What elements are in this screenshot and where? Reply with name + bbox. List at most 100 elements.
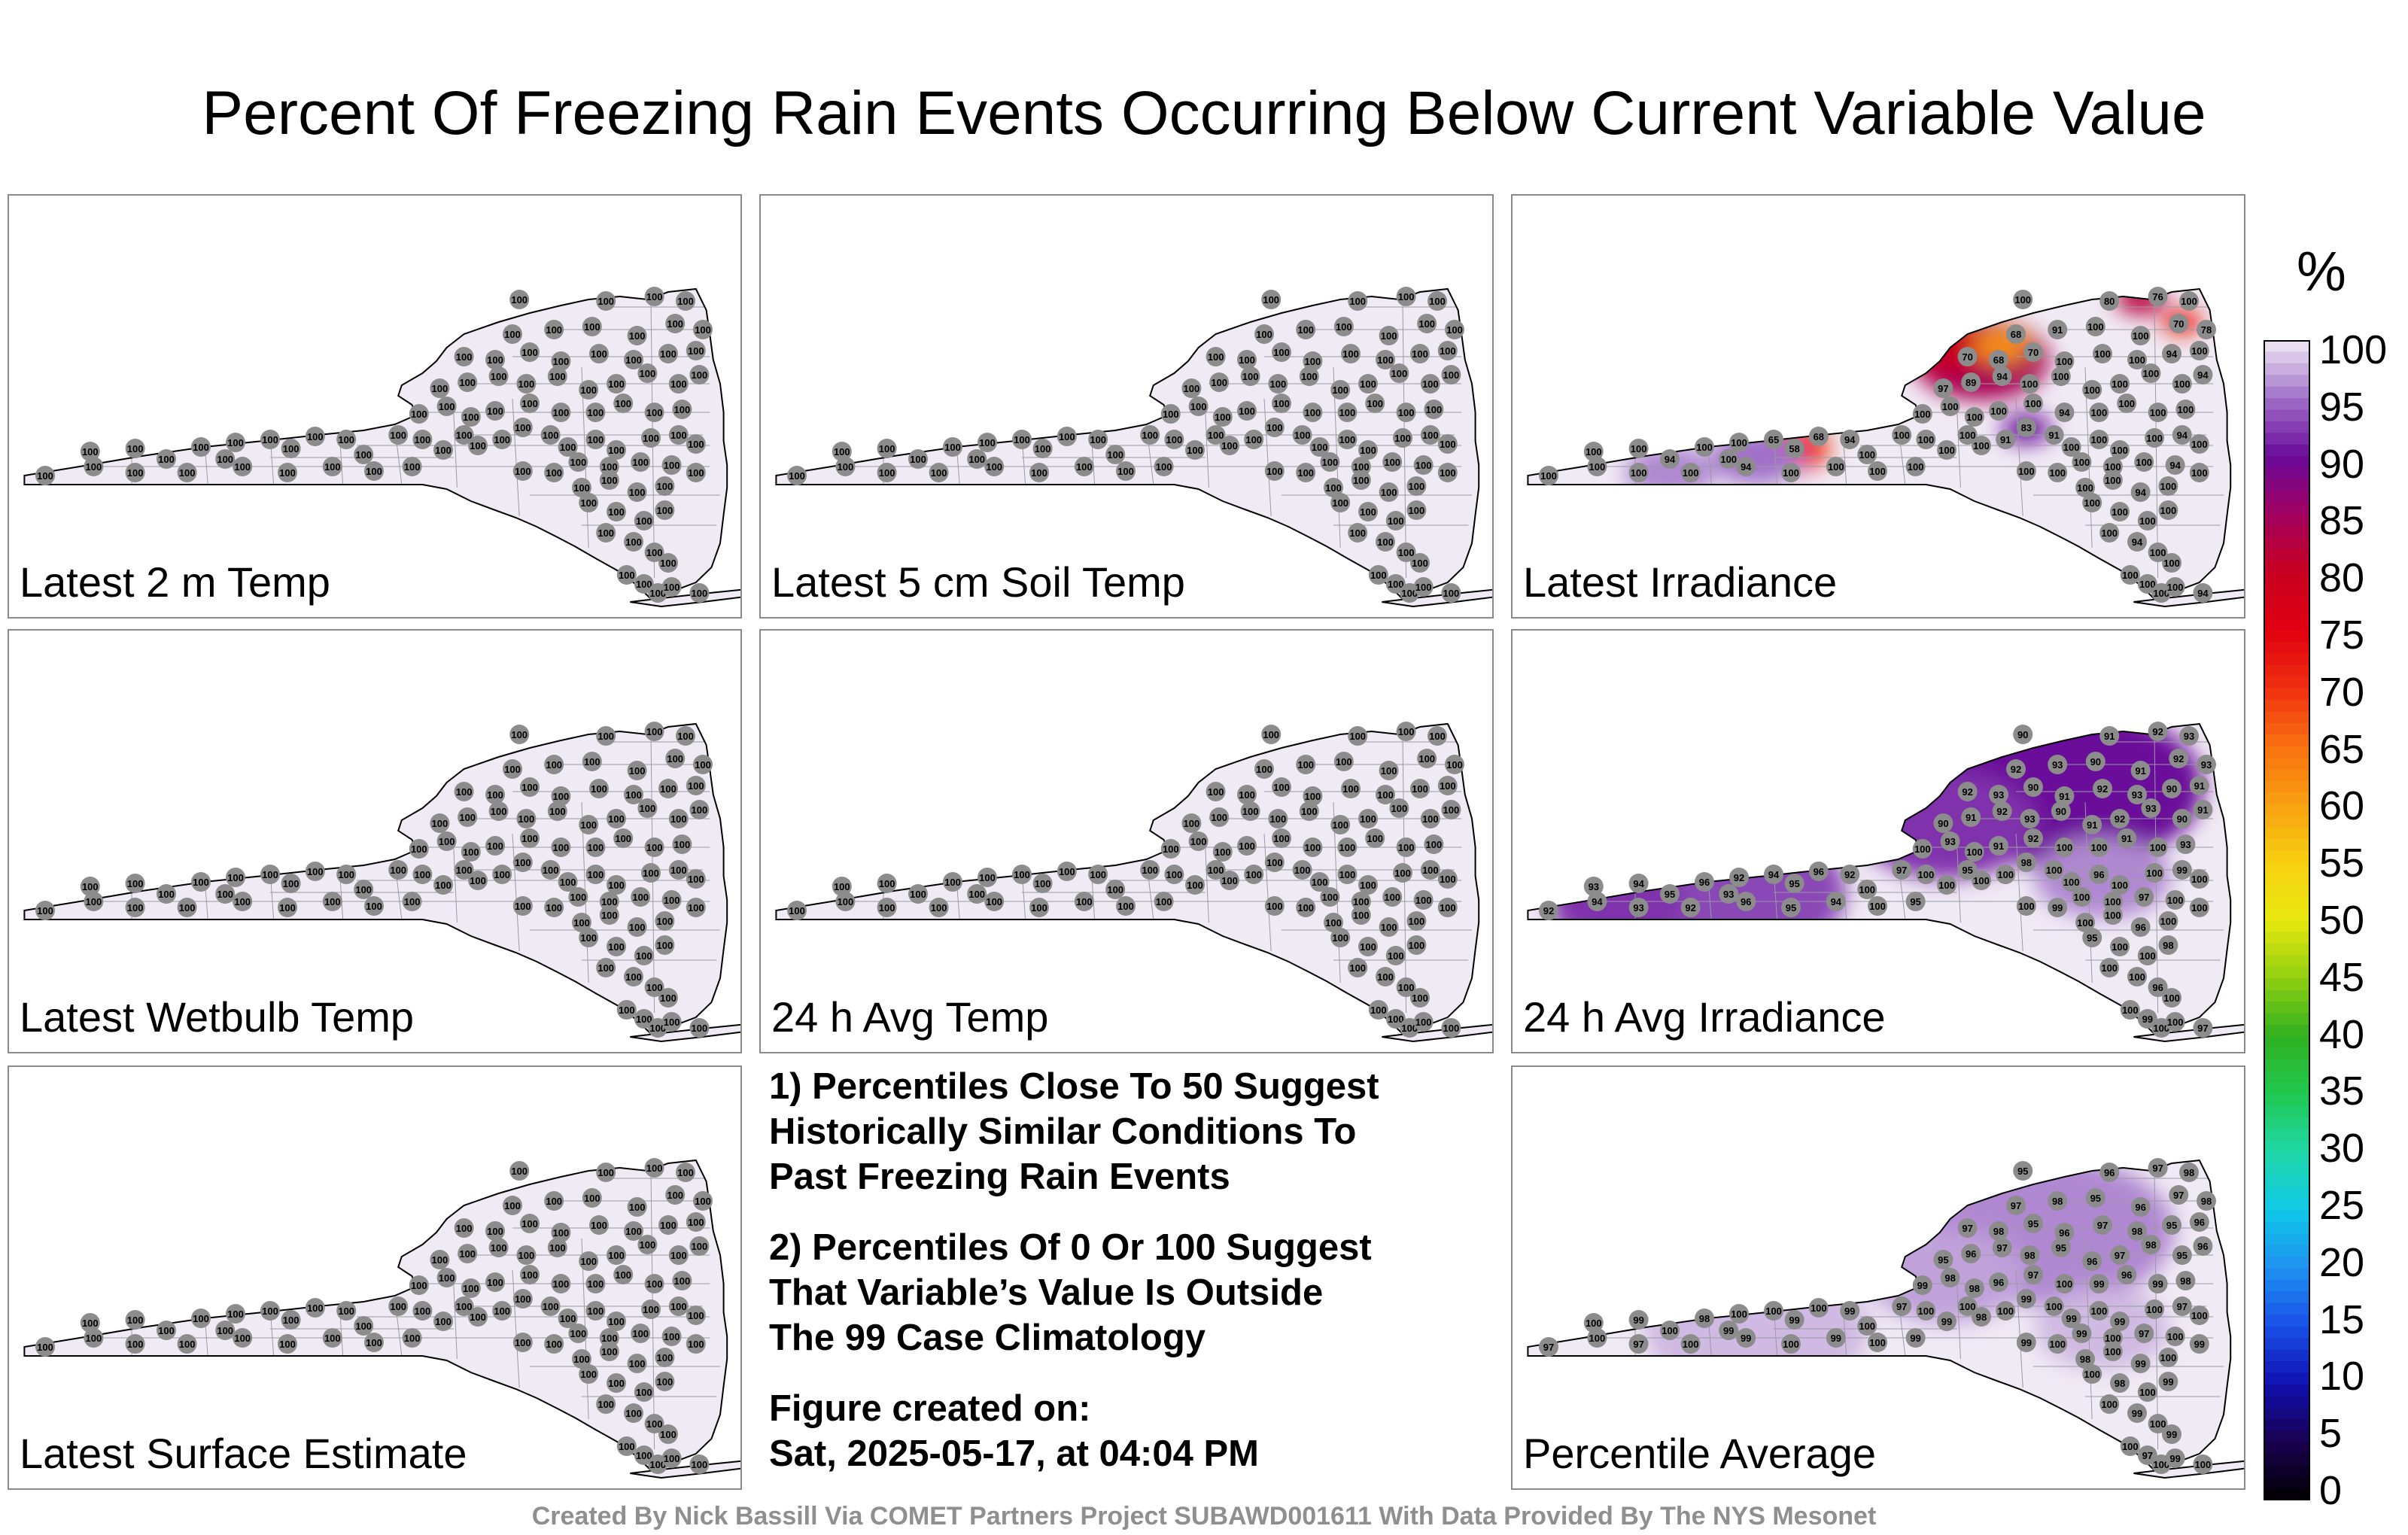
panel-label: 24 h Avg Temp [771, 993, 1049, 1041]
station-value-label: 93 [1633, 902, 1643, 913]
station-value-label: 70 [1962, 351, 1972, 363]
station-value-label: 100 [608, 378, 625, 390]
station-value-label: 100 [1190, 836, 1207, 847]
station-value-label: 97 [2115, 1250, 2125, 1261]
station-value-label: 100 [82, 446, 99, 457]
station-marker [877, 463, 897, 482]
station-marker [1140, 425, 1160, 445]
station-marker [1351, 457, 1371, 476]
station-marker [658, 1424, 678, 1444]
station-value-label: 100 [1245, 434, 1262, 445]
station-marker [2054, 403, 2075, 422]
station-value-label: 100 [1349, 527, 1366, 539]
station-marker [967, 884, 987, 904]
station-marker [1719, 884, 1739, 904]
station-value-label: 100 [1339, 869, 1356, 880]
station-value-label: 100 [338, 869, 354, 880]
station-marker [585, 837, 606, 857]
station-value-label: 100 [1720, 454, 1737, 465]
station-value-label: 100 [1443, 588, 1460, 599]
station-marker [1240, 366, 1260, 386]
station-marker [544, 320, 564, 339]
station-marker [1933, 813, 1953, 833]
colorbar-tick-label: 90 [2319, 441, 2365, 487]
station-value-label: 100 [664, 1453, 680, 1464]
station-value-label: 91 [2121, 833, 2132, 844]
station-marker [1719, 1321, 1739, 1340]
station-value-label: 100 [692, 1241, 708, 1252]
station-marker [2145, 1299, 2164, 1319]
station-value-label: 100 [1443, 369, 1460, 381]
station-value-label: 100 [1869, 1337, 1886, 1348]
station-value-label: 100 [456, 351, 473, 363]
station-value-label: 99 [2142, 1014, 2153, 1025]
station-value-label: 100 [625, 536, 642, 548]
station-marker [551, 1274, 571, 1293]
station-value-label: 100 [518, 378, 535, 390]
colorbar-segment [2264, 816, 2310, 828]
station-marker [641, 1299, 661, 1319]
colorbar-tick-label: 45 [2319, 954, 2365, 1000]
station-value-label: 100 [2118, 398, 2135, 409]
station-marker [2110, 374, 2130, 394]
station-marker [2175, 834, 2196, 854]
colorbar-segment [2264, 572, 2310, 585]
station-marker [2089, 1301, 2109, 1321]
station-value-label: 100 [1938, 445, 1955, 456]
station-value-label: 100 [515, 901, 531, 912]
station-value-label: 99 [2177, 865, 2188, 876]
station-marker [1964, 407, 1984, 427]
station-value-label: 100 [646, 982, 663, 993]
station-value-label: 99 [1941, 1316, 1952, 1327]
station-marker [1272, 777, 1291, 797]
station-value-label: 100 [511, 294, 528, 305]
station-marker [655, 1372, 675, 1391]
colorbar-segment [2264, 1280, 2310, 1293]
station-value-label: 100 [625, 354, 642, 366]
station-value-label: 100 [560, 877, 576, 888]
station-marker [544, 755, 564, 774]
station-marker [1358, 937, 1378, 956]
station-value-label: 99 [2163, 1376, 2173, 1388]
colorbar-segment [2264, 780, 2310, 793]
station-value-label: 90 [2177, 813, 2188, 825]
station-value-label: 100 [692, 588, 708, 599]
station-marker [676, 726, 695, 746]
station-marker [1181, 813, 1202, 833]
station-marker [80, 1313, 100, 1333]
station-marker [547, 801, 567, 821]
station-marker [1413, 1012, 1434, 1032]
station-marker [540, 1296, 561, 1316]
station-marker [616, 1436, 637, 1456]
station-marker [1206, 347, 1226, 366]
station-marker [658, 988, 678, 1008]
station-value-label: 100 [1142, 430, 1158, 441]
colorbar-segment [2264, 769, 2310, 782]
station-value-label: 100 [1208, 351, 1224, 363]
station-value-label: 100 [1401, 1023, 1418, 1034]
station-value-label: 100 [1398, 842, 1415, 853]
station-marker [631, 452, 651, 472]
station-value-label: 100 [1426, 404, 1443, 415]
station-marker [2085, 752, 2105, 771]
station-marker [2006, 1196, 2026, 1215]
station-value-label: 93 [1944, 836, 1955, 847]
station-value-label: 100 [1325, 917, 1342, 929]
station-marker [984, 892, 1005, 911]
station-value-label: 100 [227, 872, 244, 883]
station-marker [433, 875, 453, 895]
station-value-label: 100 [549, 806, 566, 817]
colorbar-tick-label: 50 [2319, 898, 2365, 943]
station-value-label: 100 [415, 869, 431, 880]
station-marker [572, 913, 591, 932]
station-value-label: 92 [2028, 833, 2039, 844]
station-marker [1088, 430, 1108, 449]
station-value-label: 100 [789, 470, 805, 482]
station-value-label: 100 [82, 881, 99, 892]
station-value-label: 100 [1360, 506, 1376, 518]
station-value-label: 99 [2066, 1313, 2076, 1324]
station-marker [1303, 351, 1323, 371]
station-value-label: 100 [608, 1378, 625, 1389]
colorbar-segment [2264, 560, 2310, 573]
station-marker [661, 1327, 682, 1346]
